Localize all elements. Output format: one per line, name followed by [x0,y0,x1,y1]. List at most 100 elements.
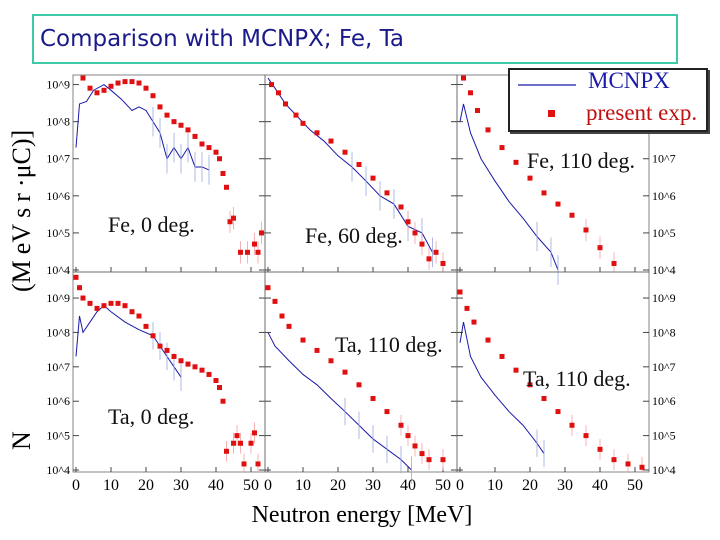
panel-2: Fe, 110 deg. [456,74,650,285]
exp-point [136,313,142,319]
right-y-tick-label: 10^6 [652,394,676,408]
exp-point [541,190,547,196]
exp-point [255,461,261,467]
exp-point [440,457,446,463]
exp-point [283,101,288,107]
exp-point [555,201,561,207]
left-y-tick-label: 10^4 [46,463,70,477]
panel-label: Ta, 0 deg. [108,404,194,429]
exp-point [370,395,376,401]
exp-point [245,249,250,255]
panel-frame [264,271,458,473]
x-tick-label: 10 [103,477,119,494]
right-y-tick-label: 10^7 [652,360,676,374]
exp-point [171,353,177,359]
x-tick-label: 40 [400,477,416,494]
panel-0: Fe, 0 deg. [72,74,266,273]
exp-point [80,295,86,301]
exp-point [185,361,191,367]
exp-point [199,367,205,373]
x-tick-label: 30 [365,477,381,494]
exp-point [499,145,505,151]
mcnpx-line [75,83,210,171]
exp-point [457,289,463,295]
exp-point [569,212,575,218]
exp-point [157,104,163,110]
mcnpx-line [267,332,412,471]
right-y-tick-label: 10^6 [652,189,676,203]
exp-point [300,337,306,343]
panel-label: Fe, 60 deg. [305,223,403,248]
exp-point [157,343,163,349]
exp-point [164,347,170,353]
exp-point [314,347,320,353]
y-axis-label-fragment: (M [7,260,36,292]
exp-point [115,80,121,86]
exp-point [150,93,156,99]
x-tick-label: 20 [522,477,538,494]
exp-point [272,298,278,304]
left-y-tick-label: 10^9 [46,291,70,305]
x-tick-label: 10 [487,477,503,494]
exp-point [227,219,233,225]
exp-point [143,85,149,91]
exp-point [213,149,219,155]
exp-point [412,230,418,236]
exp-point [150,333,156,339]
right-y-tick-label: 10^4 [652,463,676,477]
panel-frame [72,74,266,273]
exp-point [220,171,226,176]
exp-point [527,175,533,181]
exp-point [108,83,114,89]
exp-point [555,409,561,415]
exp-point [597,245,603,251]
exp-point [527,382,533,388]
legend-label-mcnpx: MCNPX [588,68,670,93]
exp-point [475,107,480,113]
exp-point [293,112,299,118]
exp-point [164,112,170,118]
exp-point [87,85,93,91]
exp-point [314,130,320,136]
exp-point [328,138,334,144]
exp-point [513,367,519,373]
exp-point [356,382,362,388]
legend-marker-exp [548,110,555,117]
exp-point [136,80,142,86]
exp-point [426,256,432,262]
exp-point [252,241,257,247]
exp-point [178,122,184,128]
exp-point [101,303,107,309]
exp-point [192,364,198,370]
legend-line-mcnpx [518,84,576,86]
exp-point [405,433,411,439]
exp-point [625,461,631,467]
left-y-tick-label: 10^7 [46,360,70,374]
legend-label-exp: present exp. [586,100,698,125]
exp-point [238,249,243,255]
panel-frame [456,271,650,473]
exp-point [464,305,470,311]
panel-5: Ta, 110 deg. [456,271,650,473]
left-y-tick-label: 10^6 [46,189,70,203]
exp-point [129,79,135,85]
right-y-tick-label: 10^5 [652,429,676,443]
exp-point [342,149,348,155]
exp-point [178,358,184,364]
exp-point [541,395,547,401]
exp-point [129,309,135,315]
exp-point [185,127,191,133]
panel-label: Ta, 110 deg. [335,332,443,357]
y-axis-label-fragment: eV [7,224,36,255]
right-y-tick-label: 10^8 [652,325,676,339]
exp-point [513,159,519,165]
panel-label: Fe, 110 deg. [527,148,635,173]
exp-point [286,323,292,329]
exp-point [241,461,247,467]
left-y-tick-label: 10^8 [46,115,70,129]
exp-point [356,161,362,167]
exp-point [101,87,107,93]
exp-point [398,204,404,210]
exp-point [231,440,236,446]
